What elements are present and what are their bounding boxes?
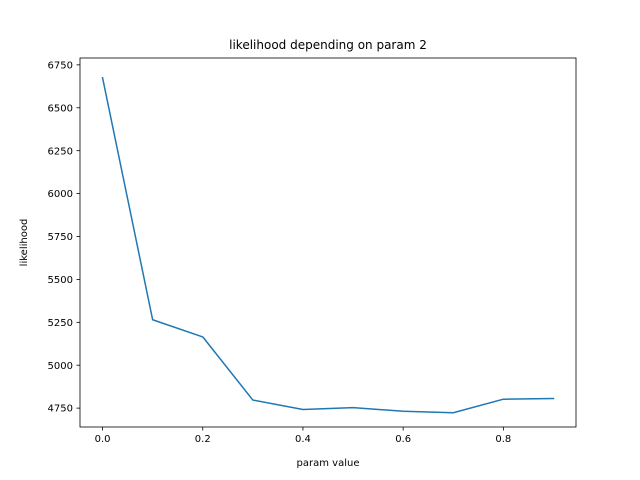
axes-frame bbox=[79, 57, 577, 428]
x-tick-label: 0.2 bbox=[195, 434, 211, 445]
y-axis: 4750 5000 5250 5500 5750 6000 6250 6500 6750 bbox=[48, 60, 80, 415]
y-axis-label: likelihood bbox=[19, 219, 30, 267]
x-tick-label: 0.8 bbox=[495, 434, 511, 445]
plot-area bbox=[101, 76, 555, 414]
series-line-0 bbox=[101, 76, 555, 414]
y-tick-label: 6000 bbox=[48, 189, 73, 200]
y-tick-label: 5500 bbox=[48, 275, 73, 286]
x-tick-label: 0.6 bbox=[395, 434, 411, 445]
chart-title: likelihood depending on param 2 bbox=[229, 38, 427, 52]
y-tick-label: 6750 bbox=[48, 60, 73, 71]
x-tick-label: 0.4 bbox=[295, 434, 311, 445]
y-tick-label: 5000 bbox=[48, 361, 73, 372]
x-axis: 0.0 0.2 0.4 0.6 0.8 bbox=[95, 427, 511, 445]
y-tick-label: 5750 bbox=[48, 232, 73, 243]
x-axis-label: param value bbox=[297, 458, 360, 469]
y-tick-label: 5250 bbox=[48, 318, 73, 329]
y-tick-label: 4750 bbox=[48, 404, 73, 415]
y-tick-label: 6500 bbox=[48, 103, 73, 114]
x-tick-label: 0.0 bbox=[95, 434, 111, 445]
y-tick-label: 6250 bbox=[48, 146, 73, 157]
